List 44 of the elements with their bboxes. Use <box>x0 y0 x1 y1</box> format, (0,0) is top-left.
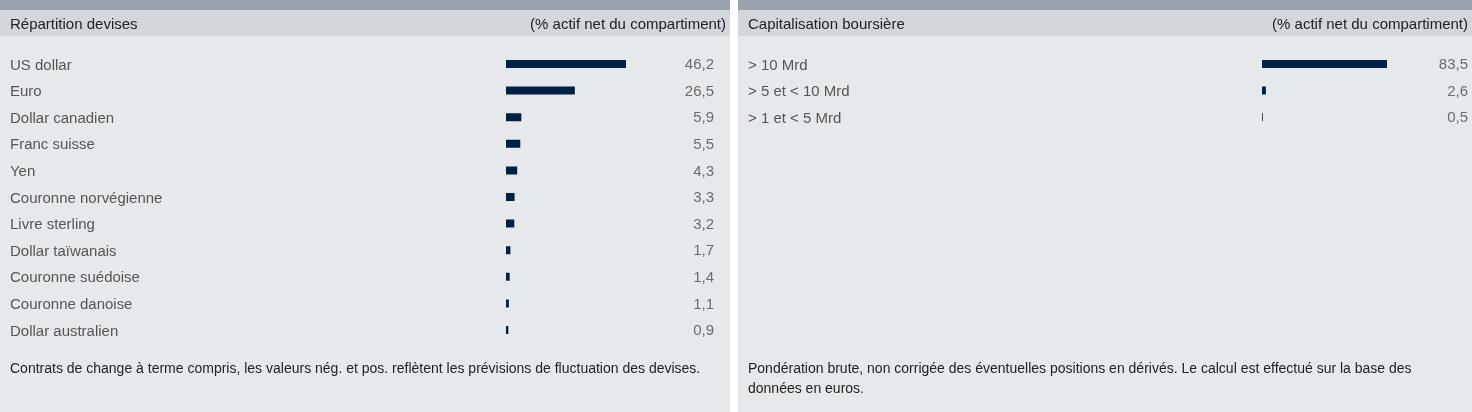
y-tick-label: Yen <box>10 161 36 179</box>
bar <box>506 113 522 122</box>
data-label: 0,9 <box>693 321 714 339</box>
y-tick-label: Franc suisse <box>10 135 95 153</box>
y-tick-label: > 10 Mrd <box>748 55 808 73</box>
y-tick-label: Dollar taïwanais <box>10 241 117 259</box>
y-tick-label: Livre sterling <box>10 215 95 233</box>
data-label: 46,2 <box>684 55 714 73</box>
y-tick-label: US dollar <box>10 55 72 73</box>
data-label: 3,2 <box>693 214 714 232</box>
text: Répartition devises <box>10 14 138 32</box>
bar <box>506 60 626 68</box>
data-label: 1,1 <box>693 294 714 312</box>
bar <box>506 246 511 255</box>
bar <box>506 219 515 228</box>
bar <box>506 193 515 201</box>
y-tick-label: > 5 et < 10 Mrd <box>748 82 850 100</box>
chart-subtitle: (% actif net du compartiment) <box>530 14 726 32</box>
bar <box>506 139 521 148</box>
data-label: 4,3 <box>693 161 714 179</box>
y-tick-label: Couronne suédoise <box>10 268 140 286</box>
bar <box>506 272 510 281</box>
bar <box>506 86 575 95</box>
text: Pondération brute, non corrigée des éventuelles positions en dérivés. Le calcul est effectué sur la base des données en euros. <box>748 359 1413 398</box>
text: Contrats de change à terme compris, les valeurs nég. et pos. reflètent les prévisions de fluctuation des devises. <box>10 359 702 378</box>
data-label: 2,6 <box>1447 81 1468 99</box>
data-label: 83,5 <box>1438 55 1468 73</box>
chart-subtitle: (% actif net du compartiment) <box>1272 14 1468 32</box>
text: Capitalisation boursière <box>748 14 905 32</box>
bar <box>506 299 509 308</box>
data-label: 1,7 <box>693 241 714 259</box>
data-label: 5,9 <box>693 108 714 126</box>
y-tick-label: Dollar canadien <box>10 108 115 126</box>
data-label: 0,5 <box>1447 108 1468 126</box>
data-label: 26,5 <box>684 81 714 99</box>
y-tick-label: Couronne norvégienne <box>10 188 163 206</box>
data-label: 3,3 <box>693 188 714 206</box>
y-tick-label: Euro <box>10 82 42 100</box>
y-tick-label: > 1 et < 5 Mrd <box>748 108 842 126</box>
data-label: 5,5 <box>693 135 714 153</box>
bar <box>506 166 518 175</box>
data-label: 1,4 <box>693 268 714 286</box>
y-tick-label: Couronne danoise <box>10 294 133 312</box>
y-tick-label: Dollar australien <box>10 321 119 339</box>
